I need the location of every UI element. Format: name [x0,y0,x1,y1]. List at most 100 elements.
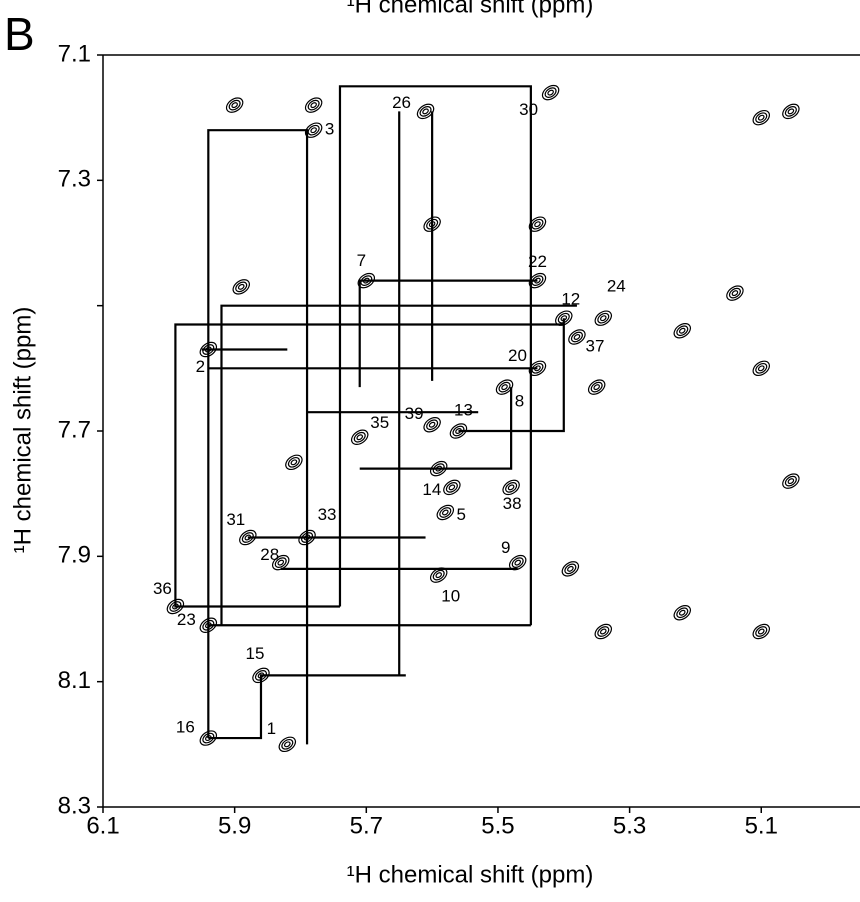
peak-contour [455,428,462,434]
peak-contour [731,290,739,297]
peak [423,417,441,433]
peak-contour [416,103,435,120]
peak-contour [728,287,741,299]
peak-contour [597,626,610,637]
peak-contour [752,360,770,377]
peak-contour [534,365,541,372]
peak [232,279,250,295]
peak [782,103,800,120]
peak-contour [505,482,518,493]
peak-contour [678,609,686,616]
peak [423,216,441,232]
peak-label: 13 [454,400,473,419]
peak [252,667,270,684]
peak-contour [561,561,580,577]
peak-contour [244,534,252,541]
peak-contour [676,607,689,619]
peak-contour [436,504,455,521]
peak-contour [501,384,508,391]
peak-contour [271,554,290,571]
peak-contour [528,272,547,289]
peak-contour [599,315,607,322]
peak [278,736,297,753]
peak [271,554,290,571]
peak [429,460,448,477]
peak-contour [547,89,554,96]
peak-contour [502,479,520,496]
peak-contour [362,277,370,284]
peak-contour [304,97,323,113]
peak [298,529,316,546]
peak-contour [673,323,692,339]
peak-label: 23 [177,610,196,629]
peak [304,122,323,138]
peak-contour [235,281,248,293]
peak-contour [784,475,797,487]
x-tick-label: 6.1 [86,812,119,839]
peak [304,97,323,113]
peak-contour [166,598,185,615]
peak [587,379,606,395]
peak-label: 22 [528,252,547,271]
peak [673,605,692,621]
peak-contour [570,331,583,343]
peak [199,341,218,358]
peak-contour [303,534,311,541]
peak-contour [287,456,300,468]
peak-contour [495,379,514,395]
peak-contour [441,509,449,516]
y-tick-label: 8.3 [58,792,91,819]
peak-contour [452,425,465,437]
peak-contour [782,473,800,489]
peak-contour [757,628,765,635]
peak [561,561,580,577]
peak [528,360,547,377]
peak-contour [304,122,323,138]
peak-label: 20 [508,346,527,365]
peak-contour [594,623,613,640]
peak-contour [232,279,250,295]
peak-contour [528,360,547,377]
peak-label: 16 [176,718,195,737]
peak [673,323,692,339]
peak-contour [202,732,215,744]
peak [752,109,770,126]
peak-contour [599,628,607,635]
peak [443,479,461,496]
peak [568,329,586,345]
peak-contour [252,667,270,684]
connection-line [207,129,309,745]
peak-label: 36 [153,579,172,598]
peak-contour [172,603,179,610]
peak-label: 14 [422,480,441,499]
peak-contour [567,565,574,572]
peak [166,598,185,615]
peak-contour [784,106,797,117]
peak-label: 1 [267,719,276,738]
peak-contour [429,567,448,583]
peak-contour [426,419,439,431]
y-axis-title: ¹H chemical shift (ppm) [9,307,36,554]
peak-label: 39 [405,404,424,423]
peak-contour [419,106,432,117]
connection-line [359,387,513,470]
peak [541,84,560,101]
peak-contour [435,465,443,472]
peak-contour [594,310,613,326]
peak [285,454,303,471]
peak-contour [426,218,439,230]
peak-contour [726,285,744,301]
peak-label: 35 [370,413,389,432]
peak-label: 3 [325,120,334,139]
y-tick-label: 8.1 [58,667,91,694]
peak-contour [432,569,445,581]
peak [782,473,800,489]
x-tick-label: 5.1 [745,812,778,839]
peak-contour [560,315,568,322]
peak-contour [676,325,689,337]
peak-contour [205,622,212,629]
peak-contour [443,479,461,496]
peak-contour [169,601,182,612]
